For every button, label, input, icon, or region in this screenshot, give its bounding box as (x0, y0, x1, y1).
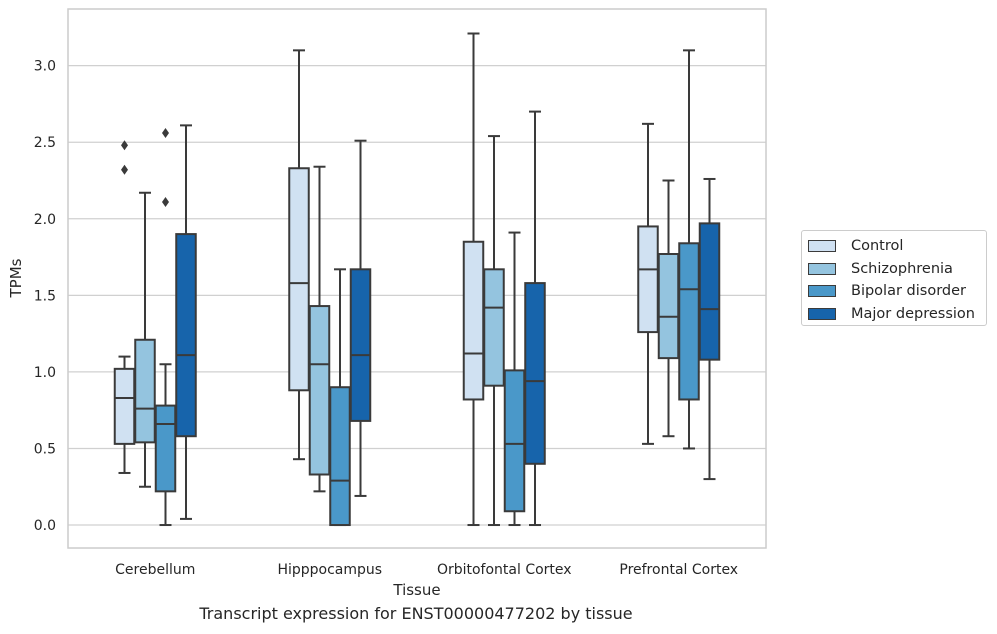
x-axis-label: Tissue (392, 581, 440, 599)
box (524, 110, 546, 527)
chart-caption: Transcript expression for ENST0000047720… (199, 604, 633, 623)
box (678, 49, 700, 450)
y-tick-label: 2.0 (34, 212, 56, 228)
box-iqr (678, 242, 700, 401)
box (175, 124, 197, 520)
legend-label: Major depression (851, 305, 975, 322)
y-tick-labels: 0.0 0.5 1.0 1.5 2.0 2.5 3.0 (34, 59, 56, 534)
box (483, 135, 505, 527)
box (154, 128, 177, 527)
box (462, 32, 485, 527)
x-tick-label: Prefrontal Cortex (619, 562, 738, 578)
outlier-point (162, 128, 169, 139)
legend-swatch (808, 285, 836, 298)
y-tick-label: 0.0 (34, 518, 56, 534)
legend-label: Control (851, 238, 904, 255)
y-tick-label: 0.5 (34, 441, 56, 457)
box (698, 177, 721, 481)
legend: Control Schizophrenia Bipolar disorder Majo… (801, 230, 987, 326)
outlier-point (162, 196, 169, 207)
box (349, 139, 372, 497)
y-tick-label: 2.5 (34, 135, 56, 151)
box-iqr (308, 305, 331, 476)
x-tick-labels: Cerebellum Hipppocampus Orbitofontal Corte… (115, 562, 738, 578)
box-iqr (329, 386, 351, 527)
box-iqr (462, 240, 485, 401)
y-axis-label: TPMs (7, 258, 25, 298)
box (503, 231, 526, 527)
legend-item: Schizophrenia (808, 258, 986, 281)
y-tick-label: 1.0 (34, 365, 56, 381)
legend-swatch (808, 240, 836, 253)
box (657, 179, 680, 438)
box-iqr (154, 404, 177, 493)
x-tick-label: Orbitofontal Cortex (437, 562, 572, 578)
box-iqr (288, 167, 310, 392)
legend-swatch (808, 262, 836, 275)
box (637, 122, 659, 445)
box (329, 268, 351, 527)
box (288, 49, 310, 461)
y-tick-label: 3.0 (34, 59, 56, 75)
plot-frame (67, 8, 767, 549)
box-series (113, 32, 721, 527)
outlier-point (121, 164, 128, 175)
legend-swatch (808, 307, 836, 320)
x-tick-label: Cerebellum (115, 562, 195, 578)
legend-item: Major depression (808, 303, 986, 326)
box-iqr (134, 338, 156, 444)
outlier-point (121, 140, 128, 151)
box-iqr (503, 369, 526, 513)
box-iqr (657, 253, 680, 360)
y-tick-label: 1.5 (34, 288, 56, 304)
box-iqr (113, 367, 136, 445)
box-iqr (637, 225, 659, 334)
legend-item: Bipolar disorder (808, 280, 986, 303)
legend-item: Control (808, 235, 986, 258)
legend-label: Schizophrenia (851, 260, 953, 277)
x-tick-label: Hipppocampus (277, 562, 382, 578)
box-iqr (175, 233, 197, 438)
box-iqr (698, 222, 721, 361)
box-iqr (524, 282, 546, 465)
box (113, 140, 136, 474)
box (134, 191, 156, 488)
box-iqr (349, 268, 372, 422)
box-iqr (483, 268, 505, 387)
legend-label: Bipolar disorder (851, 283, 966, 300)
